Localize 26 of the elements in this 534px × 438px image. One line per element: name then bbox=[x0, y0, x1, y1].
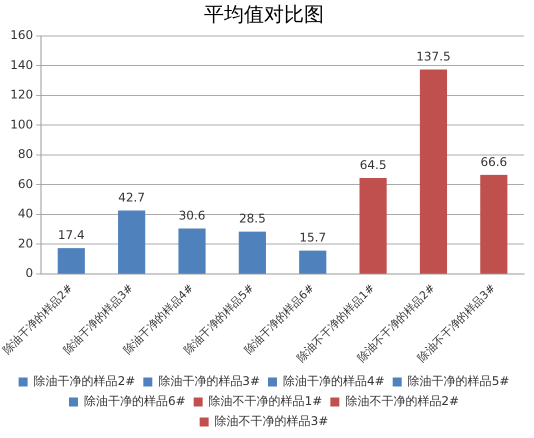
data-label: 15.7 bbox=[299, 230, 326, 245]
y-tick-label: 160 bbox=[10, 28, 34, 42]
legend-label: 除油干净的样品4# bbox=[283, 374, 385, 388]
legend-label: 除油干净的样品2# bbox=[34, 374, 136, 388]
y-tick-label: 40 bbox=[18, 206, 34, 221]
data-label: 30.6 bbox=[178, 208, 206, 223]
data-label: 17.4 bbox=[58, 228, 85, 242]
legend-label: 除油不干净的样品1# bbox=[208, 394, 322, 408]
y-tick-label: 80 bbox=[18, 147, 34, 162]
y-tick-label: 0 bbox=[25, 266, 34, 280]
y-tick-label: 120 bbox=[10, 88, 34, 102]
legend-label: 除油不干净的样品2# bbox=[345, 394, 460, 408]
y-tick-label: 140 bbox=[10, 58, 34, 72]
data-label: 66.6 bbox=[480, 155, 508, 170]
y-tick-label: 60 bbox=[18, 176, 34, 191]
data-label: 64.5 bbox=[360, 158, 386, 172]
y-tick-label: 20 bbox=[18, 236, 34, 250]
legend-label: 除油干净的样品5# bbox=[408, 374, 510, 388]
data-label: 137.5 bbox=[416, 50, 451, 64]
data-label: 28.5 bbox=[239, 212, 266, 226]
legend-label: 除油干净的样品6# bbox=[84, 394, 186, 408]
legend-label: 除油不干净的样品3# bbox=[214, 414, 328, 428]
data-label: 42.7 bbox=[118, 190, 146, 205]
chart-title: 平均值对比图 bbox=[204, 2, 324, 26]
y-tick-label: 100 bbox=[10, 117, 34, 132]
legend-label: 除油干净的样品3# bbox=[158, 374, 260, 388]
